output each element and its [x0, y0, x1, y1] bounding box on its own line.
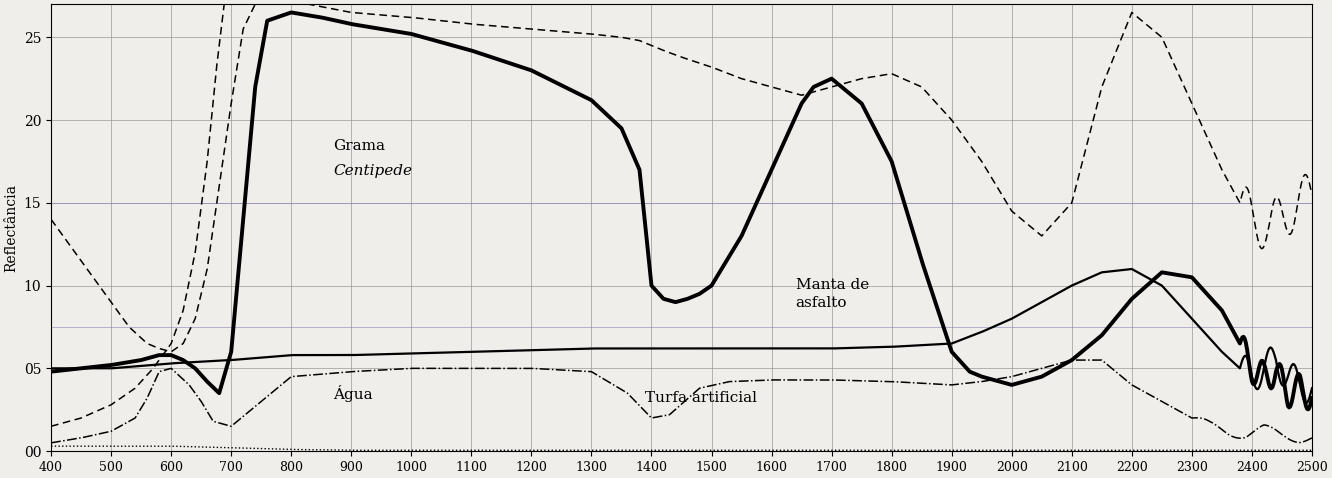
Text: Água: Água	[333, 385, 373, 402]
Y-axis label: Reflectância: Reflectância	[4, 184, 19, 272]
Text: Turfa artificial: Turfa artificial	[646, 391, 758, 405]
Text: Centipede: Centipede	[333, 164, 413, 178]
Text: Grama: Grama	[333, 139, 385, 153]
Text: Manta de
asfalto: Manta de asfalto	[795, 278, 868, 310]
